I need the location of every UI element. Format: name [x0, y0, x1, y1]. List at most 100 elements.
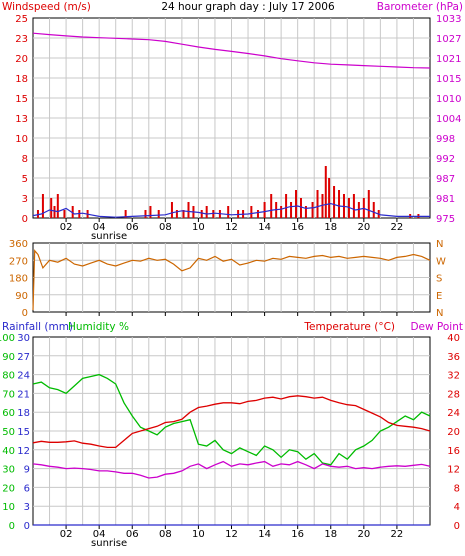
p3-ytick-temp: 0: [454, 521, 460, 532]
p1-gust-bar: [295, 190, 298, 218]
p1-gust-bar: [71, 206, 74, 218]
p1-gust-bar: [182, 210, 185, 218]
p1-gust-bar: [367, 190, 370, 218]
wind-barometer-panel: 0358101315182023259759819879929981004101…: [15, 14, 461, 242]
p1-gust-bar: [311, 202, 314, 218]
panel3-ylabel-temp: Temperature (°C): [303, 321, 395, 333]
p3-xtick-label: 12: [225, 529, 238, 540]
p3-xtick-label: 14: [258, 529, 271, 540]
p1-ytick-right: 1027: [436, 34, 461, 45]
p1-xtick-label: 04: [93, 222, 106, 233]
p1-gust-bar: [357, 202, 360, 218]
p3-ytick-temp: 24: [447, 408, 460, 419]
p1-gust-bar: [63, 210, 66, 218]
p3-ytick-humidity: 10: [2, 502, 15, 513]
p3-ytick-humidity: 30: [2, 465, 15, 476]
p1-gust-bar: [205, 206, 208, 218]
p2-ytick-right: E: [436, 291, 442, 302]
p1-gust-bar: [263, 202, 266, 218]
p3-ytick-temp: 20: [447, 427, 460, 438]
p3-xtick-label: 06: [126, 529, 139, 540]
p1-gust-bar: [316, 190, 319, 218]
p1-gust-bar: [53, 206, 56, 218]
p2-ytick-left: 360: [9, 239, 28, 250]
p3-xtick-label: 20: [357, 529, 370, 540]
p1-gust-bar: [333, 186, 336, 218]
p1-ytick-left: 13: [15, 114, 28, 125]
p1-xtick-label: 12: [225, 222, 238, 233]
p1-ytick-left: 15: [15, 94, 28, 105]
p1-xtick-label: 08: [159, 222, 172, 233]
panel3-ylabel-dewpoint: Dew Point: [410, 321, 463, 333]
p1-xtick-label: 20: [357, 222, 370, 233]
p3-ytick-rain: 15: [17, 427, 30, 438]
p3-xtick-label: 10: [192, 529, 205, 540]
p1-series-barometer: [32, 32, 431, 69]
panel1-ylabel-right: Barometer (hPa): [377, 1, 463, 13]
p3-ytick-temp: 12: [447, 465, 460, 476]
p1-ytick-right: 981: [436, 194, 455, 205]
p1-xtick-label: 02: [60, 222, 73, 233]
p1-ytick-right: 998: [436, 134, 455, 145]
p3-ytick-temp: 32: [447, 371, 460, 382]
p3-ytick-rain: 21: [17, 389, 30, 400]
p1-gust-bar: [304, 206, 307, 218]
p3-ytick-humidity: 20: [2, 483, 15, 494]
p1-gust-bar: [149, 206, 152, 218]
rain-humidity-temperature-panel: 0102030405060708090100036912151821242730…: [0, 333, 460, 549]
p3-ytick-rain: 27: [17, 352, 30, 363]
p1-gust-bar: [372, 202, 375, 218]
p3-ytick-rain: 9: [24, 465, 30, 476]
p3-xtick-label: 08: [159, 529, 172, 540]
p1-xtick-label: 10: [192, 222, 205, 233]
p1-gust-bar: [41, 194, 44, 218]
p2-ytick-right: N: [436, 239, 443, 250]
p2-ytick-right: W: [436, 256, 446, 267]
p3-series-humidity: [32, 373, 431, 466]
p1-xtick-label: 18: [324, 222, 337, 233]
p3-ytick-humidity: 60: [2, 408, 15, 419]
p2-ytick-left: 270: [9, 256, 28, 267]
p3-xtick-label: 22: [391, 529, 404, 540]
p1-ytick-right: 975: [436, 214, 455, 225]
p1-ytick-right: 987: [436, 174, 455, 185]
p3-xtick-label: 18: [324, 529, 337, 540]
p1-gust-bar: [212, 210, 215, 218]
p1-ytick-left: 10: [15, 134, 28, 145]
p1-ytick-right: 1015: [436, 74, 461, 85]
p3-ytick-humidity: 80: [2, 371, 15, 382]
p1-gust-bar: [324, 166, 327, 218]
p1-ytick-right: 1004: [436, 114, 461, 125]
p1-gust-bar: [338, 190, 341, 218]
p3-xtick-label: 02: [60, 529, 73, 540]
p3-ytick-humidity: 0: [9, 521, 15, 532]
p3-ytick-temp: 8: [454, 483, 460, 494]
p3-ytick-humidity: 50: [2, 427, 15, 438]
p3-xtick-label: 16: [291, 529, 304, 540]
p1-series-wind-speed: [32, 202, 430, 218]
p1-xtick-label: 16: [291, 222, 304, 233]
p1-gust-bar: [299, 198, 302, 218]
p1-gust-bar: [200, 210, 203, 218]
p1-ytick-right: 992: [436, 154, 455, 165]
p1-gust-bar: [321, 194, 324, 218]
p1-gust-bar: [170, 202, 173, 218]
p1-ytick-right: 1021: [436, 54, 461, 65]
p1-gust-bar: [270, 194, 273, 218]
chart-title: 24 hour graph day : July 17 2006: [161, 1, 335, 13]
p1-ytick-left: 5: [22, 174, 28, 185]
p1-ytick-left: 25: [15, 14, 28, 25]
p3-ytick-rain: 6: [24, 483, 30, 494]
p3-ytick-rain: 24: [17, 371, 30, 382]
p3-ytick-rain: 12: [17, 446, 30, 457]
panel3-ylabel-rain: Rainfall (mm): [2, 321, 73, 333]
p3-ytick-temp: 4: [454, 502, 460, 513]
p1-gust-bar: [187, 202, 190, 218]
p1-ytick-right: 1033: [436, 14, 461, 25]
p1-gust-bar: [124, 210, 127, 218]
p2-ytick-left: 90: [15, 291, 28, 302]
p1-sunrise-label: sunrise: [91, 231, 127, 242]
p1-ytick-left: 3: [22, 194, 28, 205]
p2-ytick-right: N: [436, 308, 443, 319]
